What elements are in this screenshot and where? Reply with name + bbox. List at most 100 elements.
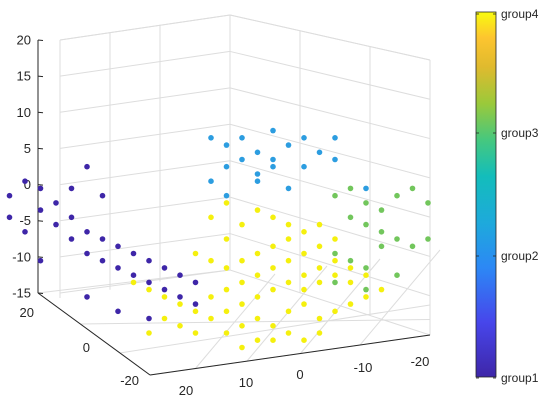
depth-axis-line [37,292,151,376]
point-group4 [254,337,261,344]
point-group1 [53,200,59,206]
point-group1 [192,301,199,307]
z-tick-mark [37,147,44,150]
point-group4 [239,301,245,307]
point-group2 [332,156,338,163]
point-group1 [130,272,137,279]
colorbar-label-group3: group3 [501,126,539,140]
point-group2 [254,178,261,184]
colorbar-label-group2: group2 [501,249,539,263]
grid-line [229,87,431,140]
point-group1 [84,250,90,257]
point-group1 [84,294,90,300]
grid-line [229,160,431,218]
grid-line [59,14,231,41]
point-group4 [192,308,199,315]
point-group4 [332,257,338,264]
point-group1 [37,257,44,264]
point-group4 [223,236,230,242]
point-group2 [301,135,307,141]
point-group4 [301,272,307,279]
point-group4 [146,286,152,293]
point-group4 [208,257,214,264]
point-group4 [223,308,230,315]
point-group4 [239,221,245,228]
front-tick-label: -10 [354,360,373,375]
point-group1 [177,272,183,279]
point-group2 [332,135,338,141]
point-group4 [254,294,261,300]
point-group4 [270,214,276,221]
z-tick-label: 10 [17,105,31,120]
point-group1 [161,286,168,293]
z-tick-mark [37,292,44,294]
point-group4 [192,330,199,336]
point-group4 [316,279,323,286]
z-tick-label: -5 [19,213,31,228]
point-group4 [285,236,292,242]
front-tick-label: 10 [239,375,253,390]
front-axis-line [149,334,431,376]
point-group4 [301,250,307,257]
point-group4 [223,330,230,336]
point-group4 [285,308,292,315]
point-group3 [363,286,369,293]
point-group3 [347,185,354,192]
point-group4 [270,323,276,329]
point-group4 [270,286,276,293]
colorbar-gradient [475,11,497,378]
point-group1 [146,257,152,264]
point-group2 [301,163,307,170]
point-group4 [301,337,307,344]
point-group2 [270,156,276,163]
point-group3 [378,229,385,235]
point-group4 [316,243,323,250]
point-group4 [270,243,276,250]
point-group4 [223,286,230,293]
point-group2 [254,149,261,156]
point-group1 [68,214,75,221]
colorbar-label-group4: group4 [501,7,539,21]
grid-line [59,196,231,222]
point-group4 [146,330,152,336]
point-group4 [223,265,230,271]
point-group3 [363,200,369,206]
point-group3 [332,279,338,286]
depth-tick-label: -20 [120,373,139,388]
point-group1 [99,236,106,242]
point-group4 [285,221,292,228]
grid-line [59,87,231,113]
front-tick-label: 20 [179,383,193,398]
point-group4 [347,265,354,271]
z-tick-mark [37,39,44,41]
z-tick-label: 0 [24,177,31,192]
z-tick-mark [37,256,44,258]
z-tick-mark [37,111,44,114]
colorbar-label-group1: group1 [501,371,539,385]
point-group2 [285,185,292,192]
grid-line [229,123,431,179]
point-group2 [316,149,323,156]
point-group4 [208,214,214,221]
point-group1 [68,185,75,192]
point-group3 [425,236,431,242]
point-group3 [332,192,338,199]
point-group4 [316,221,323,228]
point-group4 [161,294,168,300]
point-group4 [332,272,338,279]
point-group4 [285,257,292,264]
point-group1 [22,229,28,235]
point-group1 [99,257,106,264]
axes-grid [37,14,441,376]
grid-line [229,50,431,100]
point-group4 [301,301,307,307]
point-group4 [239,279,245,286]
point-group4 [301,229,307,235]
point-group1 [68,236,75,242]
point-group4 [254,272,261,279]
point-group3 [363,221,369,228]
grid-line [59,160,231,186]
point-group3 [332,250,338,257]
grid-line [119,304,431,354]
z-tick-label: 5 [24,141,31,156]
